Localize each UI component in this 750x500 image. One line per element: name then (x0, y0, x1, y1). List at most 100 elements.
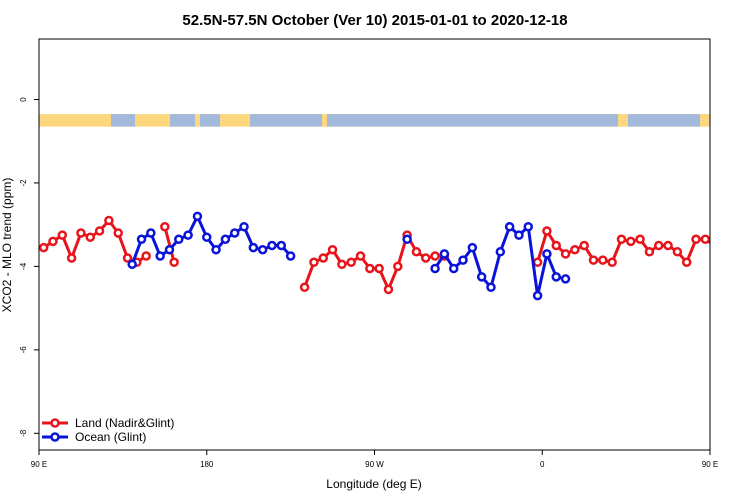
data-point (48, 236, 58, 247)
data-point (355, 251, 366, 261)
data-point (164, 244, 175, 255)
data-point (476, 272, 487, 282)
data-point (299, 282, 310, 293)
data-point (635, 234, 645, 245)
series-ocean (127, 211, 571, 301)
x-axis: 90 E 180 90 W 0 90 E (31, 450, 718, 469)
data-point (551, 240, 561, 251)
data-point (248, 242, 259, 253)
data-point (691, 234, 701, 245)
series-line (163, 226, 176, 263)
data-point (202, 232, 212, 242)
data-point (523, 222, 534, 232)
data-point (663, 240, 673, 251)
y-tick-label: -6 (19, 346, 28, 354)
data-point (85, 232, 96, 242)
data-point (383, 284, 394, 295)
data-point (94, 226, 105, 236)
series-land (39, 215, 746, 295)
data-point (467, 242, 478, 253)
data-point (616, 234, 627, 245)
data-point (374, 263, 384, 274)
data-point (155, 251, 165, 261)
ocean-strip (200, 114, 220, 127)
data-point (607, 257, 617, 267)
x-tick-label: 180 (200, 460, 214, 469)
data-point (560, 249, 571, 259)
x-tick-label: 0 (540, 460, 545, 469)
legend-label: Land (Nadir&Glint) (75, 416, 174, 430)
data-point (458, 255, 468, 265)
data-point (495, 247, 506, 257)
data-point (681, 257, 692, 267)
data-point (160, 222, 170, 232)
chart-title: 52.5N-57.5N October (Ver 10) 2015-01-01 … (182, 12, 567, 29)
data-point (327, 244, 338, 255)
data-point (700, 234, 710, 245)
data-point (39, 242, 49, 253)
data-point (104, 215, 114, 226)
y-tick-label: -2 (19, 179, 28, 187)
data-point (276, 240, 287, 251)
data-point (57, 230, 68, 240)
data-point (672, 247, 683, 257)
y-tick-label: 0 (19, 97, 28, 102)
data-point (113, 228, 123, 238)
x-axis-label: Longitude (deg E) (326, 477, 421, 491)
data-point (504, 222, 515, 232)
data-point (486, 282, 496, 293)
data-point (739, 232, 746, 239)
data-point (709, 244, 710, 247)
data-point (532, 257, 543, 267)
data-point (285, 251, 296, 261)
y-tick-label: -4 (19, 262, 28, 270)
data-point (257, 244, 268, 255)
data-point (146, 228, 156, 238)
ocean-strip (111, 114, 135, 127)
data-point (514, 230, 524, 240)
data-point (267, 240, 277, 251)
data-point (183, 230, 193, 240)
data-point (551, 272, 561, 282)
data-point (169, 257, 179, 267)
data-point (421, 253, 431, 263)
legend: Land (Nadir&Glint)Ocean (Glint) (42, 416, 174, 444)
data-point (730, 236, 737, 243)
data-point (393, 261, 403, 272)
legend-label: Ocean (Glint) (75, 430, 146, 444)
data-point (439, 249, 450, 259)
data-point (136, 234, 147, 245)
data-point (653, 240, 664, 251)
data-point (542, 249, 552, 259)
data-point (579, 240, 589, 251)
data-point (644, 247, 655, 257)
ocean-strip (170, 114, 195, 127)
ocean-strip (327, 114, 618, 127)
data-point (720, 244, 727, 251)
data-point (141, 251, 151, 261)
data-point (66, 253, 77, 263)
data-point (430, 251, 440, 261)
y-axis: 0 -2 -4 -6 -8 (19, 97, 39, 437)
data-point (532, 290, 543, 301)
x-tick-label: 90 E (31, 460, 47, 469)
data-point (127, 259, 137, 270)
y-axis-label: XCO2 - MLO trend (ppm) (0, 178, 14, 313)
legend-marker (50, 432, 60, 442)
legend-marker (50, 418, 60, 428)
data-point (220, 234, 231, 245)
data-point (174, 234, 184, 245)
y-tick-label: -8 (19, 429, 28, 437)
ocean-strip (628, 114, 700, 127)
series-layer (39, 211, 746, 301)
data-point (122, 253, 133, 263)
data-point (192, 211, 203, 222)
data-point (402, 234, 412, 245)
series-line (303, 233, 445, 291)
data-point (570, 244, 580, 255)
data-point (542, 226, 552, 236)
data-point (588, 255, 599, 265)
data-point (337, 259, 347, 270)
ocean-strip (250, 114, 322, 127)
